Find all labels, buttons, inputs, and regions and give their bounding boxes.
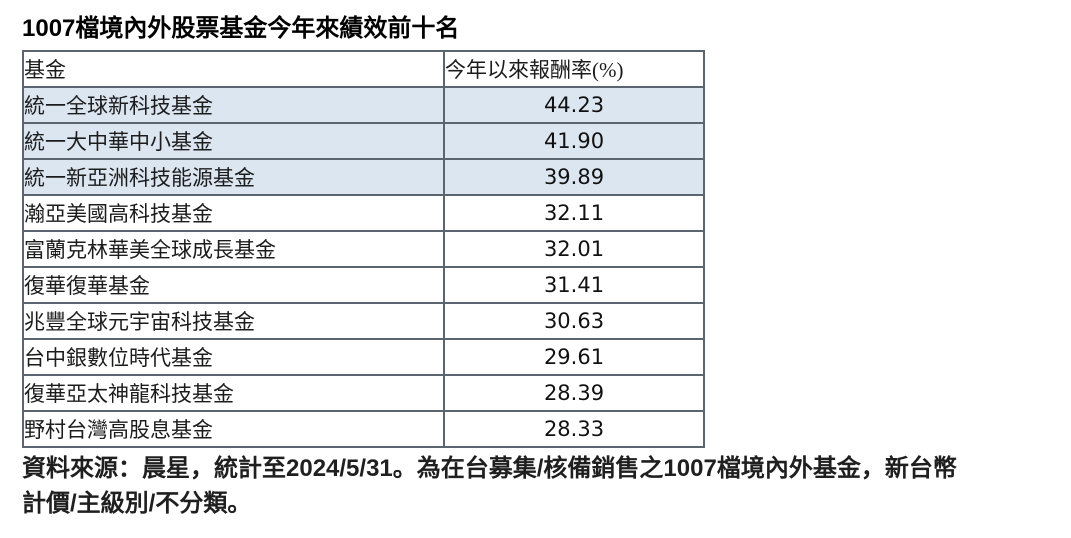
fund-name-cell: 兆豐全球元宇宙科技基金: [22, 302, 445, 340]
return-value-cell: 28.33: [443, 410, 705, 448]
fund-name-cell: 野村台灣高股息基金: [22, 410, 445, 448]
table-row: 瀚亞美國高科技基金 32.11: [22, 194, 705, 232]
return-value-cell: 41.90: [443, 122, 705, 160]
table-row: 統一大中華中小基金 41.90: [22, 122, 705, 160]
column-header-return: 今年以來報酬率(%): [443, 50, 705, 88]
return-value-cell: 44.23: [443, 86, 705, 124]
source-note: 資料來源：晨星，統計至2024/5/31。為在台募集/核備銷售之1007檔境內外…: [22, 451, 1068, 521]
table-row: 富蘭克林華美全球成長基金 32.01: [22, 230, 705, 268]
fund-name-cell: 復華亞太神龍科技基金: [22, 374, 445, 412]
table-row: 統一全球新科技基金 44.23: [22, 86, 705, 124]
fund-name-cell: 統一新亞洲科技能源基金: [22, 158, 445, 196]
fund-name-cell: 統一全球新科技基金: [22, 86, 445, 124]
return-value-cell: 28.39: [443, 374, 705, 412]
fund-name-cell: 台中銀數位時代基金: [22, 338, 445, 376]
fund-name-cell: 瀚亞美國高科技基金: [22, 194, 445, 232]
fund-performance-table: 基金 今年以來報酬率(%) 統一全球新科技基金 44.23 統一大中華中小基金 …: [22, 50, 705, 448]
return-value-cell: 29.61: [443, 338, 705, 376]
table-row: 野村台灣高股息基金 28.33: [22, 410, 705, 448]
return-value-cell: 30.63: [443, 302, 705, 340]
fund-name-cell: 富蘭克林華美全球成長基金: [22, 230, 445, 268]
source-note-line1: 資料來源：晨星，統計至2024/5/31。為在台募集/核備銷售之1007檔境內外…: [22, 455, 957, 482]
return-value-cell: 31.41: [443, 266, 705, 304]
table-row: 復華復華基金 31.41: [22, 266, 705, 304]
table-row: 兆豐全球元宇宙科技基金 30.63: [22, 302, 705, 340]
column-header-fund: 基金: [22, 50, 445, 88]
fund-name-cell: 統一大中華中小基金: [22, 122, 445, 160]
return-value-cell: 32.01: [443, 230, 705, 268]
return-value-cell: 32.11: [443, 194, 705, 232]
table-row: 復華亞太神龍科技基金 28.39: [22, 374, 705, 412]
table-row: 台中銀數位時代基金 29.61: [22, 338, 705, 376]
table-header-row: 基金 今年以來報酬率(%): [22, 50, 705, 88]
page-title: 1007檔境內外股票基金今年來績效前十名: [22, 15, 460, 42]
source-note-line2: 計價/主級別/不分類。: [22, 490, 252, 517]
return-value-cell: 39.89: [443, 158, 705, 196]
table-row: 統一新亞洲科技能源基金 39.89: [22, 158, 705, 196]
fund-name-cell: 復華復華基金: [22, 266, 445, 304]
